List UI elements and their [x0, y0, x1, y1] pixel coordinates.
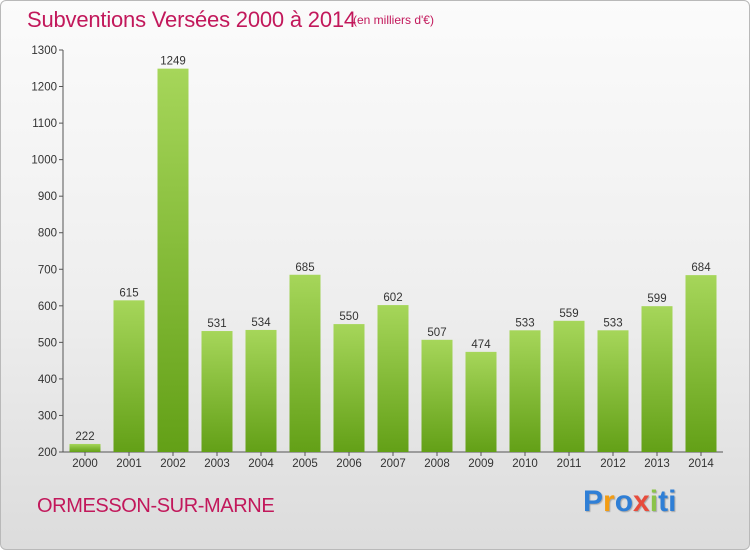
bar-value-label: 1249: [160, 56, 186, 68]
y-tick-label: 900: [38, 191, 57, 203]
x-tick-label: 2005: [292, 458, 318, 470]
bar-value-label: 531: [207, 318, 226, 330]
x-tick-label: 2006: [336, 458, 362, 470]
y-tick-label: 1200: [31, 82, 57, 94]
bar-value-label: 533: [515, 317, 534, 329]
x-tick-label: 2011: [557, 458, 582, 470]
y-tick-label: 1100: [32, 118, 57, 130]
y-tick-label: 400: [38, 374, 57, 386]
y-tick-label: 800: [38, 228, 57, 240]
bar: [465, 351, 497, 452]
bar: [245, 329, 277, 452]
x-tick-label: 2008: [424, 458, 450, 470]
bar: [421, 339, 453, 452]
bar: [333, 324, 365, 452]
bar: [289, 274, 321, 452]
x-tick-label: 2003: [204, 458, 230, 470]
bar-value-label: 507: [427, 327, 446, 339]
bar-value-label: 533: [603, 317, 622, 329]
x-tick-label: 2001: [116, 458, 142, 470]
logo-letter: x: [633, 485, 650, 518]
bar: [69, 443, 101, 452]
y-tick-label: 500: [38, 337, 57, 349]
bar: [509, 330, 541, 452]
bar-value-label: 599: [647, 293, 666, 305]
bar: [201, 331, 233, 452]
bar: [553, 320, 585, 452]
y-tick-label: 600: [38, 301, 57, 313]
x-tick-label: 2004: [248, 458, 274, 470]
chart-subtitle: (en milliers d'€): [353, 13, 434, 27]
bar: [685, 275, 717, 452]
y-tick-label: 700: [38, 264, 57, 276]
y-tick-label: 1000: [31, 155, 57, 167]
chart-title: Subventions Versées 2000 à 2014: [27, 7, 356, 32]
x-tick-label: 2000: [72, 458, 98, 470]
x-tick-label: 2012: [600, 458, 626, 470]
bar-value-label: 222: [75, 431, 94, 443]
bar-value-label: 550: [339, 311, 358, 323]
y-tick-label: 1300: [31, 45, 57, 57]
logo-letter: t: [658, 485, 669, 518]
proxiti-logo[interactable]: Proxiti: [583, 485, 676, 519]
logo-letter: P: [583, 485, 604, 518]
logo-letter: r: [603, 485, 615, 518]
bar: [113, 300, 145, 452]
bar: [377, 305, 409, 452]
x-tick-label: 2002: [160, 458, 186, 470]
x-tick-label: 2014: [688, 458, 714, 470]
bar-value-label: 474: [471, 339, 491, 351]
logo-letter: o: [614, 485, 634, 518]
bar: [641, 306, 673, 452]
x-tick-label: 2009: [468, 458, 494, 470]
bar-value-label: 602: [383, 292, 402, 304]
bar: [597, 330, 629, 452]
bar-value-label: 684: [691, 262, 711, 274]
bar-value-label: 534: [251, 317, 271, 329]
x-tick-label: 2010: [512, 458, 538, 470]
bar: [157, 68, 189, 452]
y-tick-label: 300: [38, 410, 57, 422]
bar-value-label: 559: [559, 308, 578, 320]
bar-value-label: 615: [119, 287, 138, 299]
logo-letter: i: [668, 485, 677, 518]
bar-value-label: 685: [295, 262, 314, 274]
x-tick-label: 2007: [380, 458, 406, 470]
x-tick-label: 2013: [644, 458, 670, 470]
city-name: ORMESSON-SUR-MARNE: [37, 495, 275, 517]
y-tick-label: 200: [38, 447, 57, 459]
logo-letter: i: [649, 485, 659, 518]
